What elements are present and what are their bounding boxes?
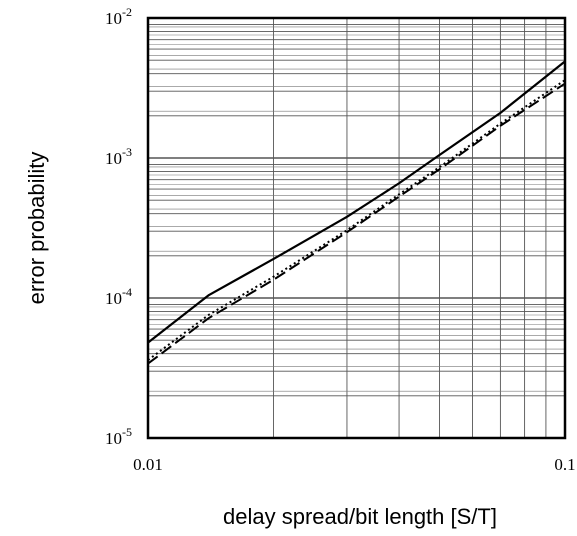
y-tick-label: 10-3 [105,145,132,168]
x-tick-label: 0.1 [554,455,575,474]
plot-frame [146,16,567,440]
series-line-1-solid [147,60,566,344]
y-tick-label: 10-2 [105,5,132,28]
grid-layer [148,18,565,438]
series-layer [147,60,566,365]
x-tick-label: 0.01 [133,455,163,474]
y-axis-label: error probability [24,152,49,305]
tick-layer: 0.01 0.1 10-5 10-4 10-3 10-2 [105,5,576,474]
x-axis-label: delay spread/bit length [S/T] [223,504,497,529]
y-tick-label: 10-5 [105,425,132,448]
y-tick-label: 10-4 [105,285,132,308]
series-line-2-dashed [147,82,566,365]
